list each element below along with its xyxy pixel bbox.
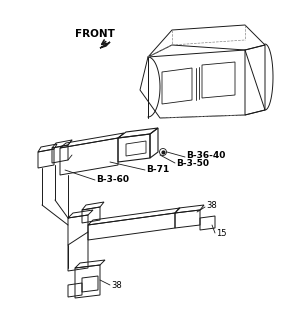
Text: B-3-50: B-3-50 [176, 158, 209, 167]
Text: 38: 38 [206, 201, 217, 210]
Text: 38: 38 [111, 281, 122, 290]
Polygon shape [100, 42, 110, 48]
Text: 15: 15 [216, 228, 227, 237]
Text: B-71: B-71 [146, 165, 169, 174]
Text: B-3-60: B-3-60 [96, 175, 129, 185]
Text: B-36-40: B-36-40 [186, 150, 225, 159]
Text: FRONT: FRONT [75, 29, 115, 39]
